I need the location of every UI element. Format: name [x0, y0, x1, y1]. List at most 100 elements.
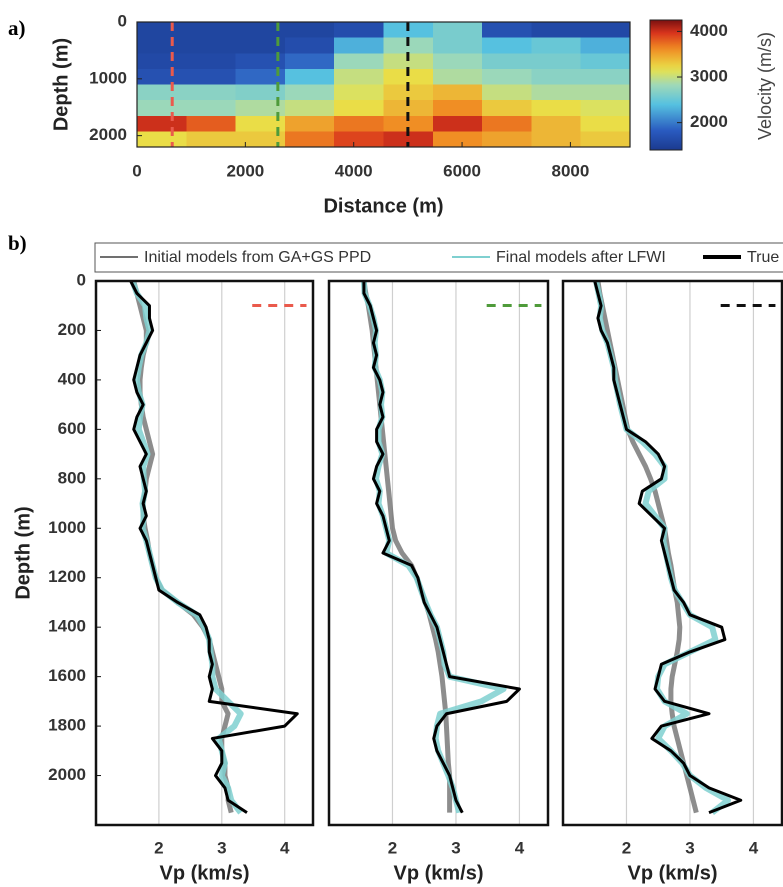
heatmap-cell: [383, 131, 434, 148]
colorbar-tick-label: 4000: [690, 21, 728, 40]
heatmap-cell: [531, 37, 582, 54]
heatmap-cell: [186, 131, 237, 148]
x-tick-label: 8000: [551, 161, 589, 180]
plot-background: [96, 281, 313, 825]
heatmap-cell: [334, 100, 384, 117]
y-tick-label: 0: [77, 270, 86, 289]
heatmap-cell: [235, 37, 286, 54]
x-tick-label: 0: [132, 161, 141, 180]
colorbar-tick-label: 3000: [690, 67, 728, 86]
heatmap-cell: [482, 68, 532, 85]
heatmap-cell: [334, 84, 384, 101]
x-axis-label: Vp (km/s): [393, 862, 483, 884]
heatmap-cell: [284, 131, 335, 148]
heatmap-cell: [235, 53, 286, 70]
y-tick-label: 0: [118, 11, 127, 30]
colorbar-tick-label: 2000: [690, 112, 728, 131]
heatmap-cell: [186, 53, 237, 70]
x-tick-label: 4: [515, 838, 525, 857]
y-axis-label: Depth (m): [50, 38, 72, 131]
heatmap-cell: [137, 37, 187, 54]
plot-frame: [327, 279, 550, 827]
heatmap-cell: [284, 100, 335, 117]
plot-frame: [136, 21, 631, 148]
heatmap-cell: [432, 115, 483, 132]
x-tick-label: 4: [280, 838, 290, 857]
x-tick-label: 3: [217, 838, 226, 857]
heatmap-cell: [580, 22, 631, 39]
heatmap-cell: [334, 115, 384, 132]
heatmap-cell: [531, 131, 582, 148]
heatmap-cell: [186, 22, 237, 39]
y-axis-label: Depth (m): [12, 506, 34, 599]
heatmap-cell: [137, 68, 187, 85]
x-tick-label: 3: [451, 838, 460, 857]
heatmap-cell: [482, 131, 532, 148]
x-axis-label: Distance (m): [323, 195, 443, 217]
profile-line: [129, 281, 299, 814]
y-tick-label: 200: [58, 320, 86, 339]
heatmap-cell: [235, 131, 286, 148]
heatmap-cell: [235, 84, 286, 101]
heatmap-cell: [383, 84, 434, 101]
profile-line: [362, 281, 521, 814]
heatmap-cell: [334, 53, 384, 70]
y-tick-label: 2000: [89, 125, 127, 144]
heatmap-cell: [531, 100, 582, 117]
y-tick-label: 1000: [89, 68, 127, 87]
heatmap-cell: [432, 22, 483, 39]
x-axis-label: Vp (km/s): [627, 862, 717, 884]
heatmap-cell: [186, 100, 237, 117]
heatmap-cell: [432, 84, 483, 101]
heatmap-cell: [580, 68, 631, 85]
heatmap-cell: [186, 37, 237, 54]
heatmap-cell: [580, 100, 631, 117]
heatmap-cell: [137, 100, 187, 117]
heatmap-cell: [137, 115, 187, 132]
heatmap-cell: [284, 68, 335, 85]
heatmap-cell: [383, 115, 434, 132]
heatmap-cell: [186, 115, 237, 132]
heatmap-cell: [531, 53, 582, 70]
heatmap-cell: [432, 53, 483, 70]
y-tick-label: 1200: [48, 567, 86, 586]
heatmap-cell: [531, 115, 582, 132]
y-tick-label: 600: [58, 419, 86, 438]
x-tick-label: 2: [154, 838, 163, 857]
heatmap-cell: [334, 22, 384, 39]
heatmap-cell: [432, 131, 483, 148]
panel-label: b): [8, 231, 27, 255]
x-tick-label: 2: [388, 838, 397, 857]
y-tick-label: 1600: [48, 666, 86, 685]
heatmap-cell: [580, 131, 631, 148]
heatmap-cell: [432, 100, 483, 117]
heatmap-cell: [235, 68, 286, 85]
y-tick-label: 400: [58, 369, 86, 388]
colorbar: [649, 19, 683, 151]
x-tick-label: 4000: [335, 161, 373, 180]
heatmap-cell: [284, 37, 335, 54]
panel-label: a): [8, 16, 26, 40]
heatmap-cell: [531, 68, 582, 85]
heatmap-cell: [432, 68, 483, 85]
legend-label: True: [747, 249, 779, 266]
profile-line: [593, 281, 743, 815]
heatmap-cell: [531, 84, 582, 101]
heatmap-cell: [137, 53, 187, 70]
heatmap-cell: [432, 37, 483, 54]
legend-label: Initial models from GA+GS PPD: [144, 249, 371, 266]
heatmap-cell: [383, 68, 434, 85]
legend-label: Final models after LFWI: [496, 249, 666, 266]
plot-frame: [561, 279, 783, 827]
heatmap-cell: [482, 115, 532, 132]
heatmap-cell: [383, 100, 434, 117]
heatmap-cell: [235, 22, 286, 39]
heatmap-cell: [137, 84, 187, 101]
heatmap-cell: [482, 37, 532, 54]
heatmap-cell: [482, 100, 532, 117]
heatmap-cell: [580, 84, 631, 101]
heatmap-cell: [482, 22, 532, 39]
heatmap-cell: [137, 22, 187, 39]
y-tick-label: 1400: [48, 617, 86, 636]
heatmap-cell: [482, 84, 532, 101]
